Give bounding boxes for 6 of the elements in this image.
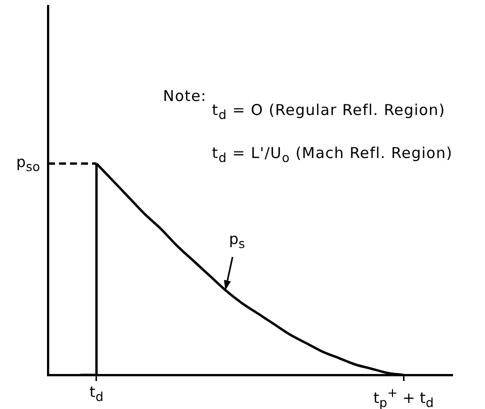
annotation: t$_{d}$ = L'/U$_{o}$ (Mach Refl. Region) (212, 144, 453, 166)
annotation: p$_{s}$ (229, 230, 246, 252)
x-tick-label: t$_{d}$ (90, 383, 104, 405)
text: Note: (163, 87, 207, 105)
text: p$_{so}$ (16, 152, 40, 175)
text: t$_{d}$ = O (Regular Refl. Region) (212, 101, 446, 123)
